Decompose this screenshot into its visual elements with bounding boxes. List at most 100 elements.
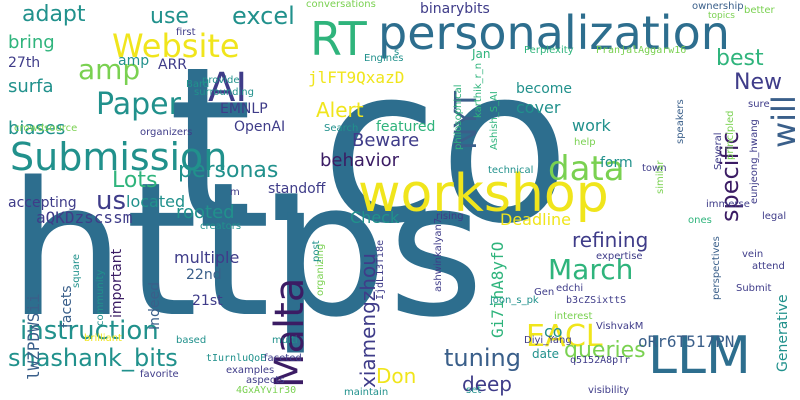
word-44: located <box>126 192 186 211</box>
word-16: EACL <box>526 319 603 354</box>
word-22: tuning <box>444 344 521 372</box>
word-100: b3cZSixttS <box>566 295 627 306</box>
word-8: AI <box>208 65 248 111</box>
word-127: 4GxAYvir30 <box>236 385 297 396</box>
word-52: Check <box>350 208 400 227</box>
word-122: faceted <box>264 353 302 364</box>
word-43: binarybits <box>420 1 490 17</box>
word-41: 27th <box>8 55 41 71</box>
word-120: based <box>176 335 207 346</box>
word-101: edchi <box>556 283 584 294</box>
word-108: Engines <box>364 53 404 64</box>
word-10: Paper <box>96 87 181 122</box>
word-33: best <box>716 46 764 71</box>
word-5: personalization <box>378 6 730 60</box>
word-128: maintain <box>344 387 389 398</box>
word-75: Perplexity <box>524 45 574 56</box>
word-39: surfa <box>8 76 54 97</box>
word-51: important <box>109 248 125 318</box>
word-12: Malta <box>267 277 313 388</box>
word-96: attend <box>752 261 785 272</box>
word-102: Gen <box>534 287 555 298</box>
word-71: Generative <box>775 294 791 372</box>
word-115: provide <box>202 75 240 86</box>
word-7: Submission <box>10 135 228 179</box>
word-81: philosophical <box>453 84 464 150</box>
word-57: featured <box>376 119 436 135</box>
word-110: post <box>311 240 322 262</box>
word-26: personas <box>178 158 279 183</box>
word-97: Submit <box>736 283 772 294</box>
word-66: Gi7ihA8yfO <box>488 241 507 338</box>
word-136: s <box>394 47 400 58</box>
word-21: shashank_bits <box>8 344 178 372</box>
word-107: rising <box>436 211 464 222</box>
word-94: expertise <box>596 251 643 262</box>
word-48: 21st <box>192 293 223 309</box>
word-54: work <box>572 116 611 135</box>
word-135: m <box>230 187 240 198</box>
word-34: New <box>734 70 782 95</box>
word-78: topics <box>708 11 735 21</box>
word-25: Lots <box>112 168 158 193</box>
word-15: March <box>548 253 634 286</box>
word-11: amp <box>78 53 141 86</box>
word-91: immerse <box>706 199 750 210</box>
word-114: surrounding <box>194 87 254 98</box>
word-123: examples <box>226 365 275 376</box>
word-38: bring <box>8 32 55 53</box>
word-27: Alert <box>316 98 364 122</box>
word-111: square <box>71 253 82 288</box>
word-82: Ashish_S_AI <box>489 91 500 150</box>
word-74: Jan <box>472 47 491 61</box>
word-24: us <box>96 186 127 216</box>
word-46: multiple <box>174 248 240 267</box>
word-58: form <box>600 155 633 171</box>
word-92: legal <box>762 211 787 222</box>
word-99: VishvakM <box>596 321 644 332</box>
word-30: refining <box>572 228 649 252</box>
word-59: standoff <box>268 181 326 197</box>
word-50: Indeed <box>147 281 163 330</box>
word-31: deep <box>462 372 512 396</box>
word-42: amp <box>118 53 150 69</box>
word-125: favorite <box>140 369 179 380</box>
word-62: EMNLP <box>220 101 268 117</box>
word-117: crowdsource <box>14 123 78 134</box>
word-45: rooted <box>176 202 235 223</box>
word-98: perspectives <box>711 236 722 300</box>
word-67: oRr6T517PN <box>638 332 735 351</box>
word-129: set <box>466 385 482 396</box>
word-56: cover <box>516 98 561 117</box>
word-73: first <box>176 27 196 38</box>
word-65: aQKDzscssm <box>36 208 133 227</box>
word-37: adapt <box>22 2 86 27</box>
word-130: visibility <box>588 385 630 396</box>
word-79: better <box>744 5 775 16</box>
word-20: instruction <box>20 316 159 346</box>
word-1: t.co <box>168 20 571 271</box>
word-86: town <box>642 163 667 174</box>
word-77: ownership <box>692 1 744 12</box>
word-90: similar <box>655 160 666 194</box>
word-47: 22nd <box>186 267 222 283</box>
word-88: principled <box>725 110 736 160</box>
word-118: organizers <box>140 127 193 138</box>
word-55: become <box>516 81 573 97</box>
word-23: queries <box>564 338 646 363</box>
word-95: vein <box>742 249 764 260</box>
word-84: Search <box>324 123 359 134</box>
word-29: behavior <box>320 150 400 171</box>
word-63: ARR <box>158 57 188 73</box>
word-2: https <box>8 142 485 358</box>
word-9: Website <box>112 27 240 65</box>
word-104: interest <box>554 311 593 322</box>
word-76: PranjalAggarw16 <box>596 45 687 56</box>
word-13: will <box>765 95 800 148</box>
word-83: karthik_r_n <box>473 62 484 118</box>
word-80: speakers <box>675 99 686 144</box>
word-3: workshop <box>358 164 609 224</box>
word-40: biases <box>8 118 66 139</box>
word-133: help <box>574 137 596 148</box>
